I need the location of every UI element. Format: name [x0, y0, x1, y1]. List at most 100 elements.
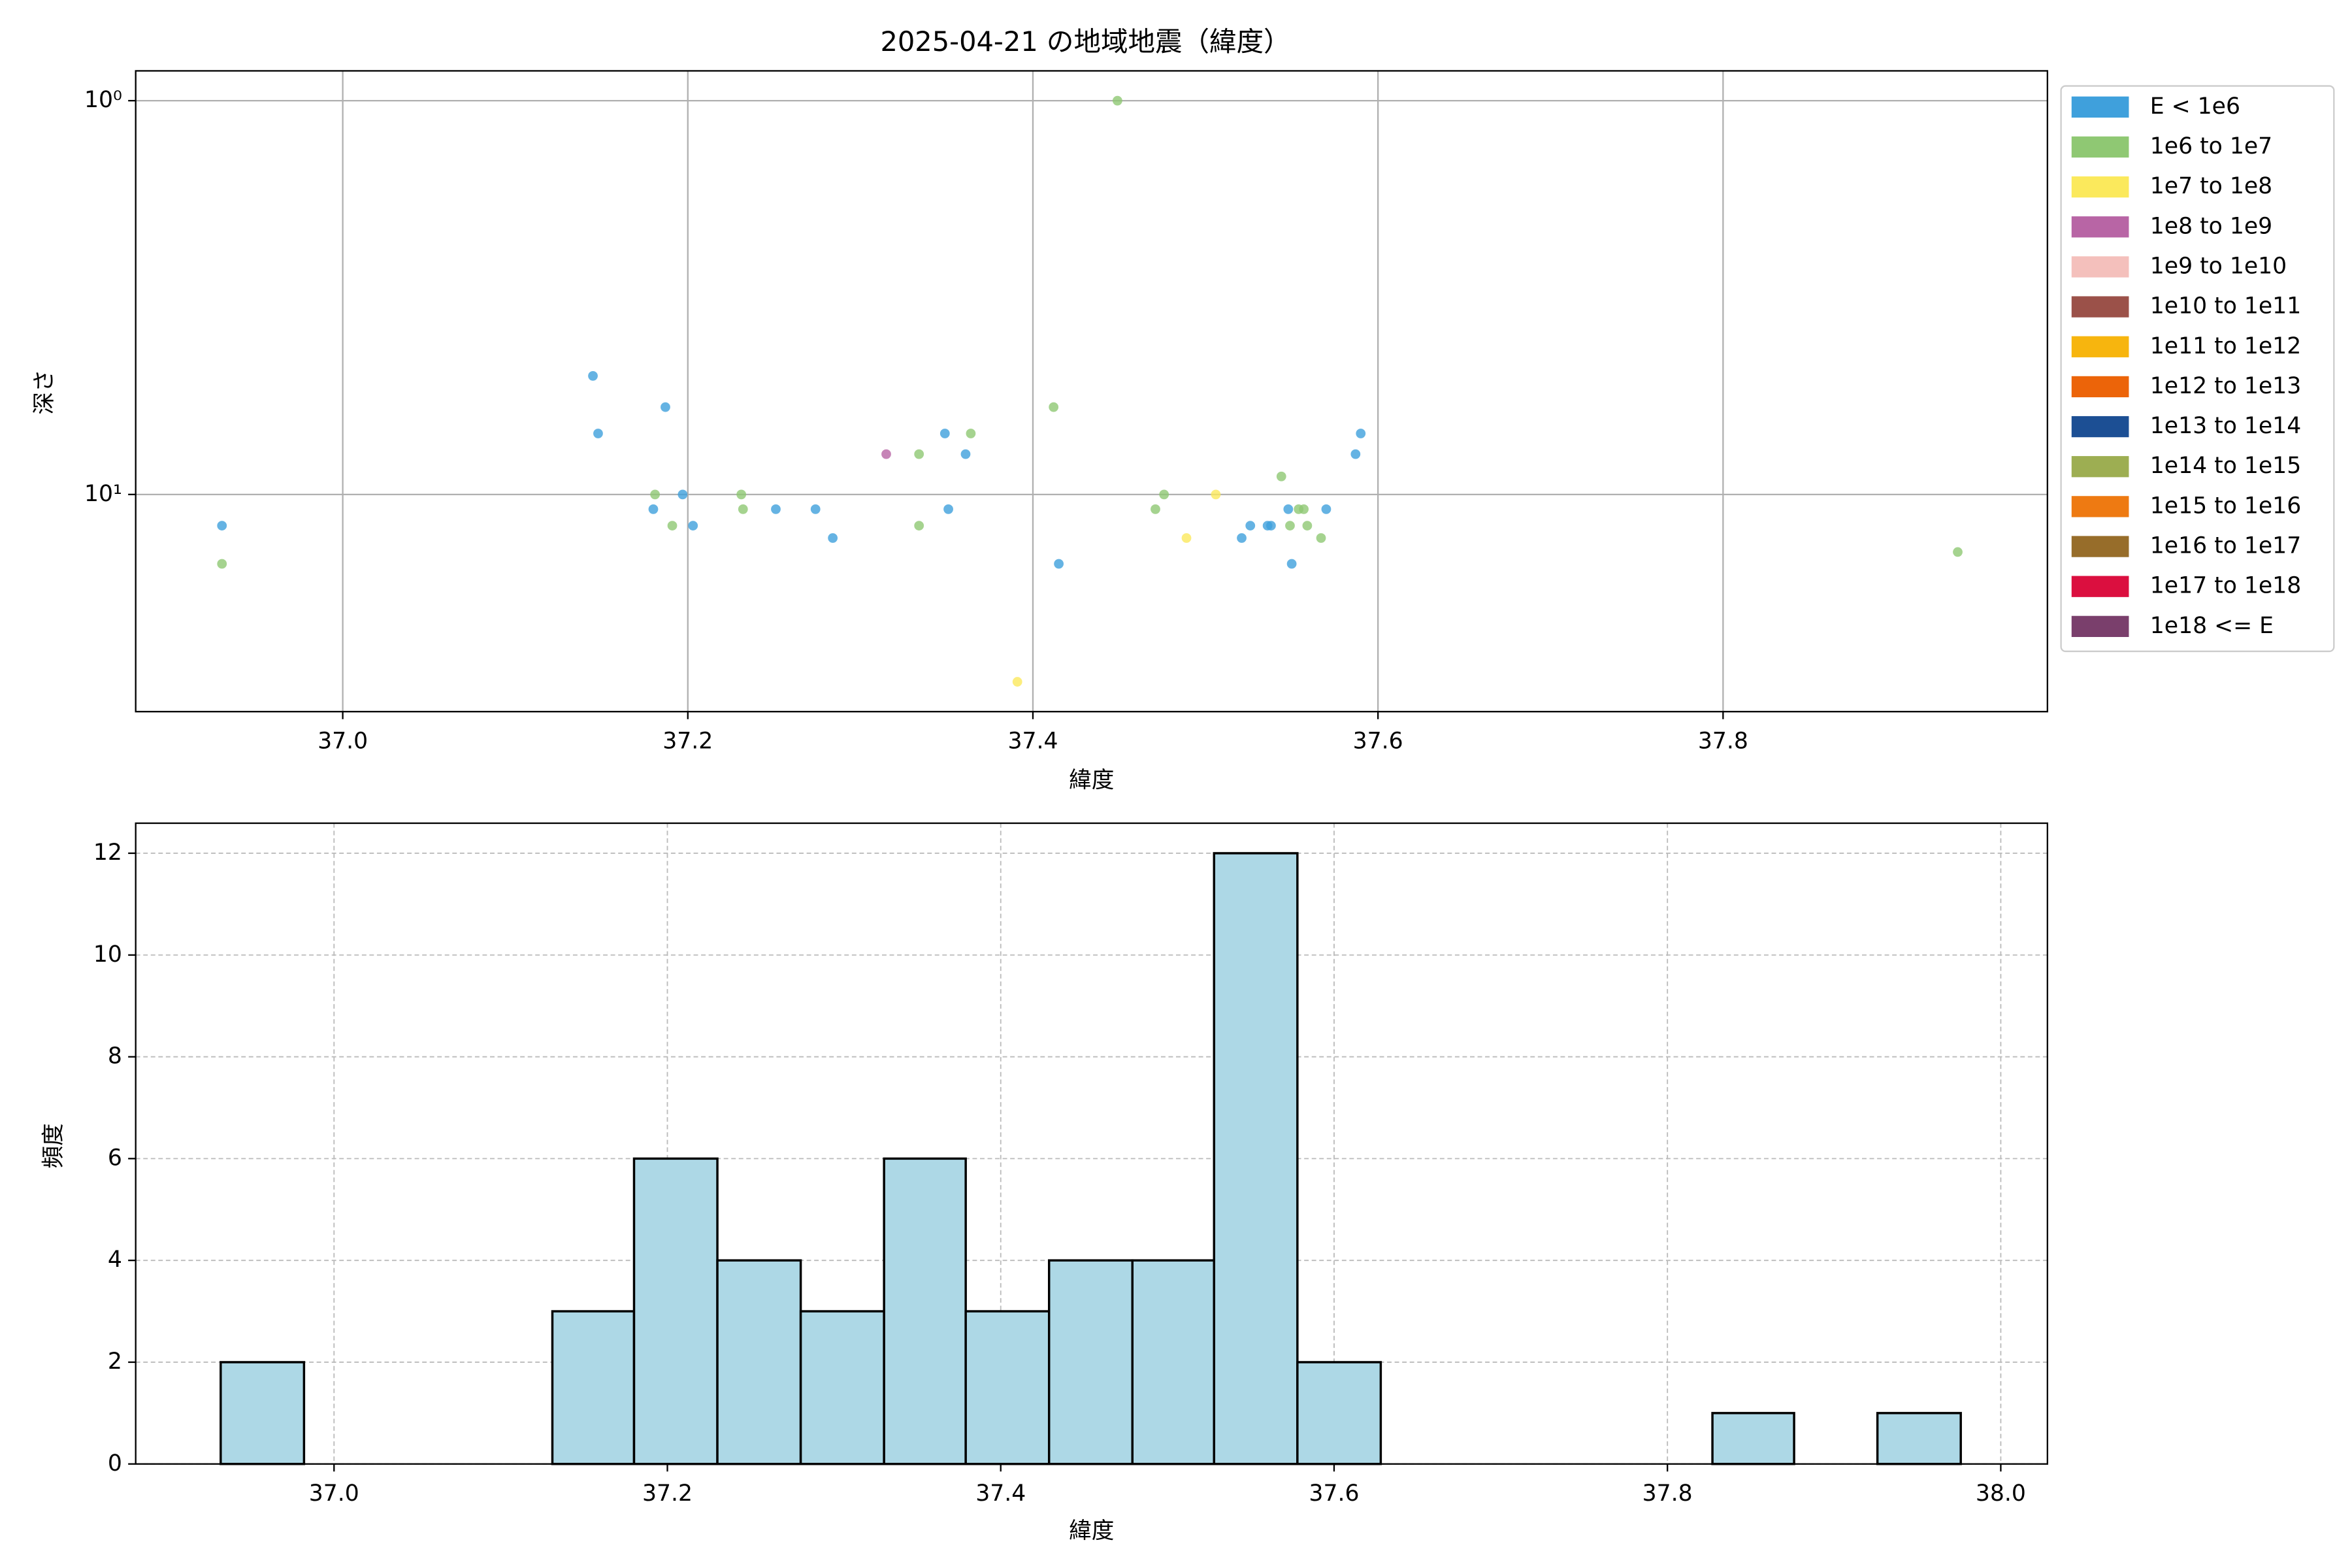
point — [650, 489, 660, 500]
x-tick-label: 37.8 — [1698, 728, 1748, 754]
legend-swatch — [2071, 216, 2129, 238]
point — [1159, 489, 1169, 500]
chart-title: 2025-04-21 の地域地震（緯度） — [880, 25, 1290, 57]
point — [688, 521, 698, 531]
point — [1350, 449, 1361, 459]
point — [1285, 521, 1295, 531]
x-tick-label: 37.6 — [1309, 1480, 1359, 1507]
point — [1299, 504, 1309, 514]
point — [914, 521, 924, 531]
point — [1151, 504, 1160, 514]
point — [1112, 95, 1122, 106]
x-tick-label: 37.2 — [642, 1480, 693, 1507]
legend-swatch — [2071, 96, 2129, 118]
x-tick-label: 37.2 — [662, 728, 713, 754]
point — [1302, 521, 1313, 531]
point — [914, 449, 924, 459]
legend-swatch — [2071, 336, 2129, 357]
point — [1012, 677, 1022, 687]
point — [217, 521, 227, 531]
y-axis-label: 深さ — [31, 369, 57, 414]
bar — [1047, 1259, 1134, 1465]
x-axis-label: 緯度 — [1069, 767, 1114, 793]
y-tick-label: 4 — [108, 1247, 122, 1273]
point — [771, 504, 781, 514]
point — [1316, 533, 1326, 543]
legend-label: 1e9 to 1e10 — [2150, 253, 2287, 279]
point — [1211, 489, 1221, 500]
x-tick-label: 37.4 — [975, 1480, 1026, 1507]
legend-swatch — [2071, 376, 2129, 398]
y-tick-label: 8 — [108, 1043, 122, 1070]
point — [648, 504, 659, 514]
bar — [1131, 1259, 1216, 1465]
legend-swatch — [2071, 536, 2129, 557]
bar — [1711, 1412, 1795, 1465]
y-tick-label: 10⁰ — [84, 87, 122, 113]
point — [881, 449, 891, 459]
bar — [1876, 1412, 1962, 1465]
plot-frame — [135, 70, 2048, 713]
legend-swatch — [2071, 136, 2129, 158]
point — [1321, 504, 1331, 514]
x-tick-label: 37.8 — [1642, 1480, 1693, 1507]
legend-swatch — [2071, 296, 2129, 318]
point — [1181, 533, 1192, 543]
legend-swatch — [2071, 496, 2129, 517]
legend-swatch — [2071, 576, 2129, 597]
y-axis-label: 頻度 — [41, 1123, 67, 1168]
point — [943, 504, 953, 514]
legend-label: 1e11 to 1e12 — [2150, 333, 2301, 359]
point — [1276, 471, 1286, 482]
legend-label: 1e13 to 1e14 — [2150, 413, 2301, 439]
point — [1266, 521, 1276, 531]
point — [1283, 504, 1294, 514]
point — [966, 429, 976, 438]
point — [1049, 402, 1059, 412]
x-tick-label: 38.0 — [1976, 1480, 2026, 1507]
y-tick-label: 2 — [108, 1348, 122, 1375]
legend-label: E < 1e6 — [2150, 93, 2240, 120]
bar — [799, 1310, 885, 1465]
legend-label: 1e8 to 1e9 — [2150, 213, 2272, 239]
x-axis-label: 緯度 — [1069, 1518, 1114, 1544]
point — [1237, 533, 1247, 543]
point — [1953, 547, 1963, 557]
point — [588, 371, 598, 381]
y-tick-label: 12 — [93, 840, 122, 866]
point — [593, 429, 603, 438]
bar — [1213, 852, 1299, 1465]
bar — [883, 1157, 967, 1465]
legend-label: 1e10 to 1e11 — [2150, 293, 2301, 319]
legend-label: 1e14 to 1e15 — [2150, 453, 2301, 479]
point — [1286, 559, 1297, 569]
point — [939, 429, 950, 438]
point — [678, 489, 688, 500]
bar — [551, 1310, 636, 1465]
y-tick-label: 6 — [108, 1145, 122, 1171]
y-tick-label: 0 — [108, 1450, 122, 1477]
point — [960, 449, 971, 459]
legend-swatch — [2071, 615, 2129, 637]
point — [738, 504, 748, 514]
legend-label: 1e12 to 1e13 — [2150, 373, 2301, 399]
point — [736, 489, 747, 500]
x-tick-label: 37.4 — [1007, 728, 1058, 754]
point — [1356, 429, 1366, 438]
legend-label: 1e17 to 1e18 — [2150, 573, 2301, 599]
y-tick-label: 10¹ — [84, 481, 122, 507]
bar — [964, 1310, 1051, 1465]
legend-label: 1e6 to 1e7 — [2150, 133, 2272, 159]
bar — [632, 1157, 719, 1465]
bar — [716, 1259, 802, 1465]
legend-label: 1e16 to 1e17 — [2150, 533, 2301, 559]
x-tick-label: 37.6 — [1353, 728, 1403, 754]
x-tick-label: 37.0 — [318, 728, 368, 754]
point — [1054, 559, 1064, 569]
point — [217, 559, 227, 569]
x-tick-label: 37.0 — [309, 1480, 359, 1507]
legend-swatch — [2071, 416, 2129, 438]
point — [828, 533, 838, 543]
legend-frame — [2060, 85, 2335, 653]
